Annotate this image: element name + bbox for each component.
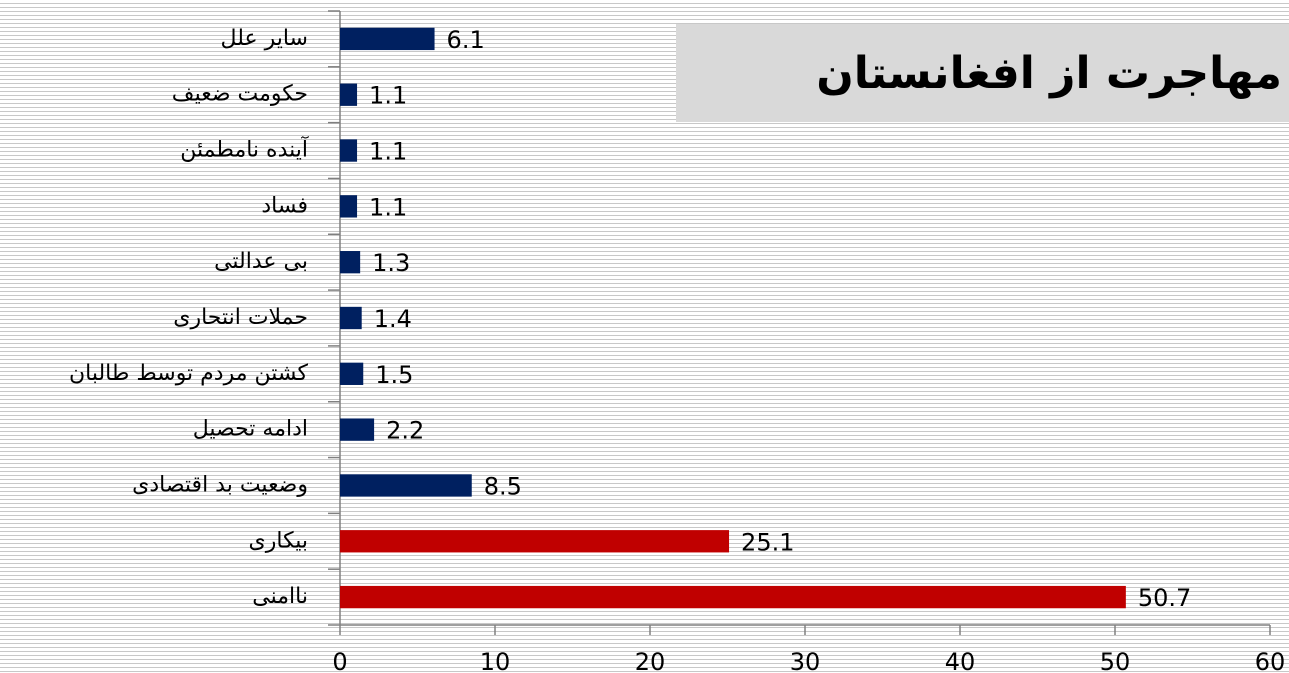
bar — [340, 362, 364, 385]
y-tick-label: فساد — [261, 193, 308, 218]
y-tick-label: سایر علل — [221, 26, 308, 51]
value-label: 2.2 — [386, 417, 424, 445]
y-tick-label: حملات انتحاری — [173, 305, 308, 330]
value-label: 1.5 — [375, 361, 413, 389]
x-tick-label: 0 — [332, 648, 347, 673]
value-label: 1.4 — [374, 305, 412, 333]
y-tick-label: آینده نامطمئن — [180, 136, 309, 163]
value-label: 25.1 — [741, 528, 794, 556]
value-label: 8.5 — [484, 472, 522, 500]
bar — [340, 195, 358, 218]
y-tick-label: بی عدالتی — [214, 249, 308, 274]
y-tick-label: ادامه تحصیل — [193, 417, 308, 442]
bar — [340, 474, 472, 497]
x-tick-label: 60 — [1255, 648, 1286, 673]
x-tick-label: 30 — [790, 648, 821, 673]
bar — [340, 139, 358, 162]
value-label: 6.1 — [447, 26, 485, 54]
x-tick-label: 40 — [945, 648, 976, 673]
chart-title: مهاجرت از افغانستان — [816, 48, 1282, 99]
y-tick-label: وضعیت بد اقتصادی — [132, 472, 308, 497]
bar — [340, 585, 1126, 609]
bar — [340, 418, 375, 441]
value-label: 1.1 — [369, 138, 407, 166]
y-tick-label: ناامنی — [252, 584, 308, 609]
bar — [340, 251, 361, 274]
value-label: 1.1 — [369, 193, 407, 221]
y-tick-label: کشتن مردم توسط طالبان — [69, 361, 309, 386]
x-tick-label: 20 — [635, 648, 666, 673]
bar — [340, 530, 730, 553]
bar — [340, 27, 435, 51]
x-tick-label: 50 — [1100, 648, 1131, 673]
x-tick-label: 10 — [480, 648, 511, 673]
value-label: 1.3 — [372, 249, 410, 277]
title-box — [676, 24, 1289, 122]
value-label: 1.1 — [369, 82, 407, 110]
y-tick-label: حکومت ضعیف — [172, 82, 308, 107]
value-label: 50.7 — [1138, 584, 1191, 612]
y-tick-label: بیکاری — [249, 528, 308, 553]
bar — [340, 83, 358, 106]
bar — [340, 306, 362, 330]
